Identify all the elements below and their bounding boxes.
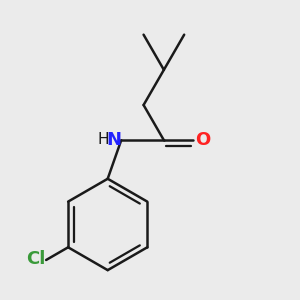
Text: O: O: [195, 131, 210, 149]
Text: N: N: [106, 130, 121, 148]
Text: H: H: [98, 132, 109, 147]
Text: Cl: Cl: [26, 250, 45, 268]
